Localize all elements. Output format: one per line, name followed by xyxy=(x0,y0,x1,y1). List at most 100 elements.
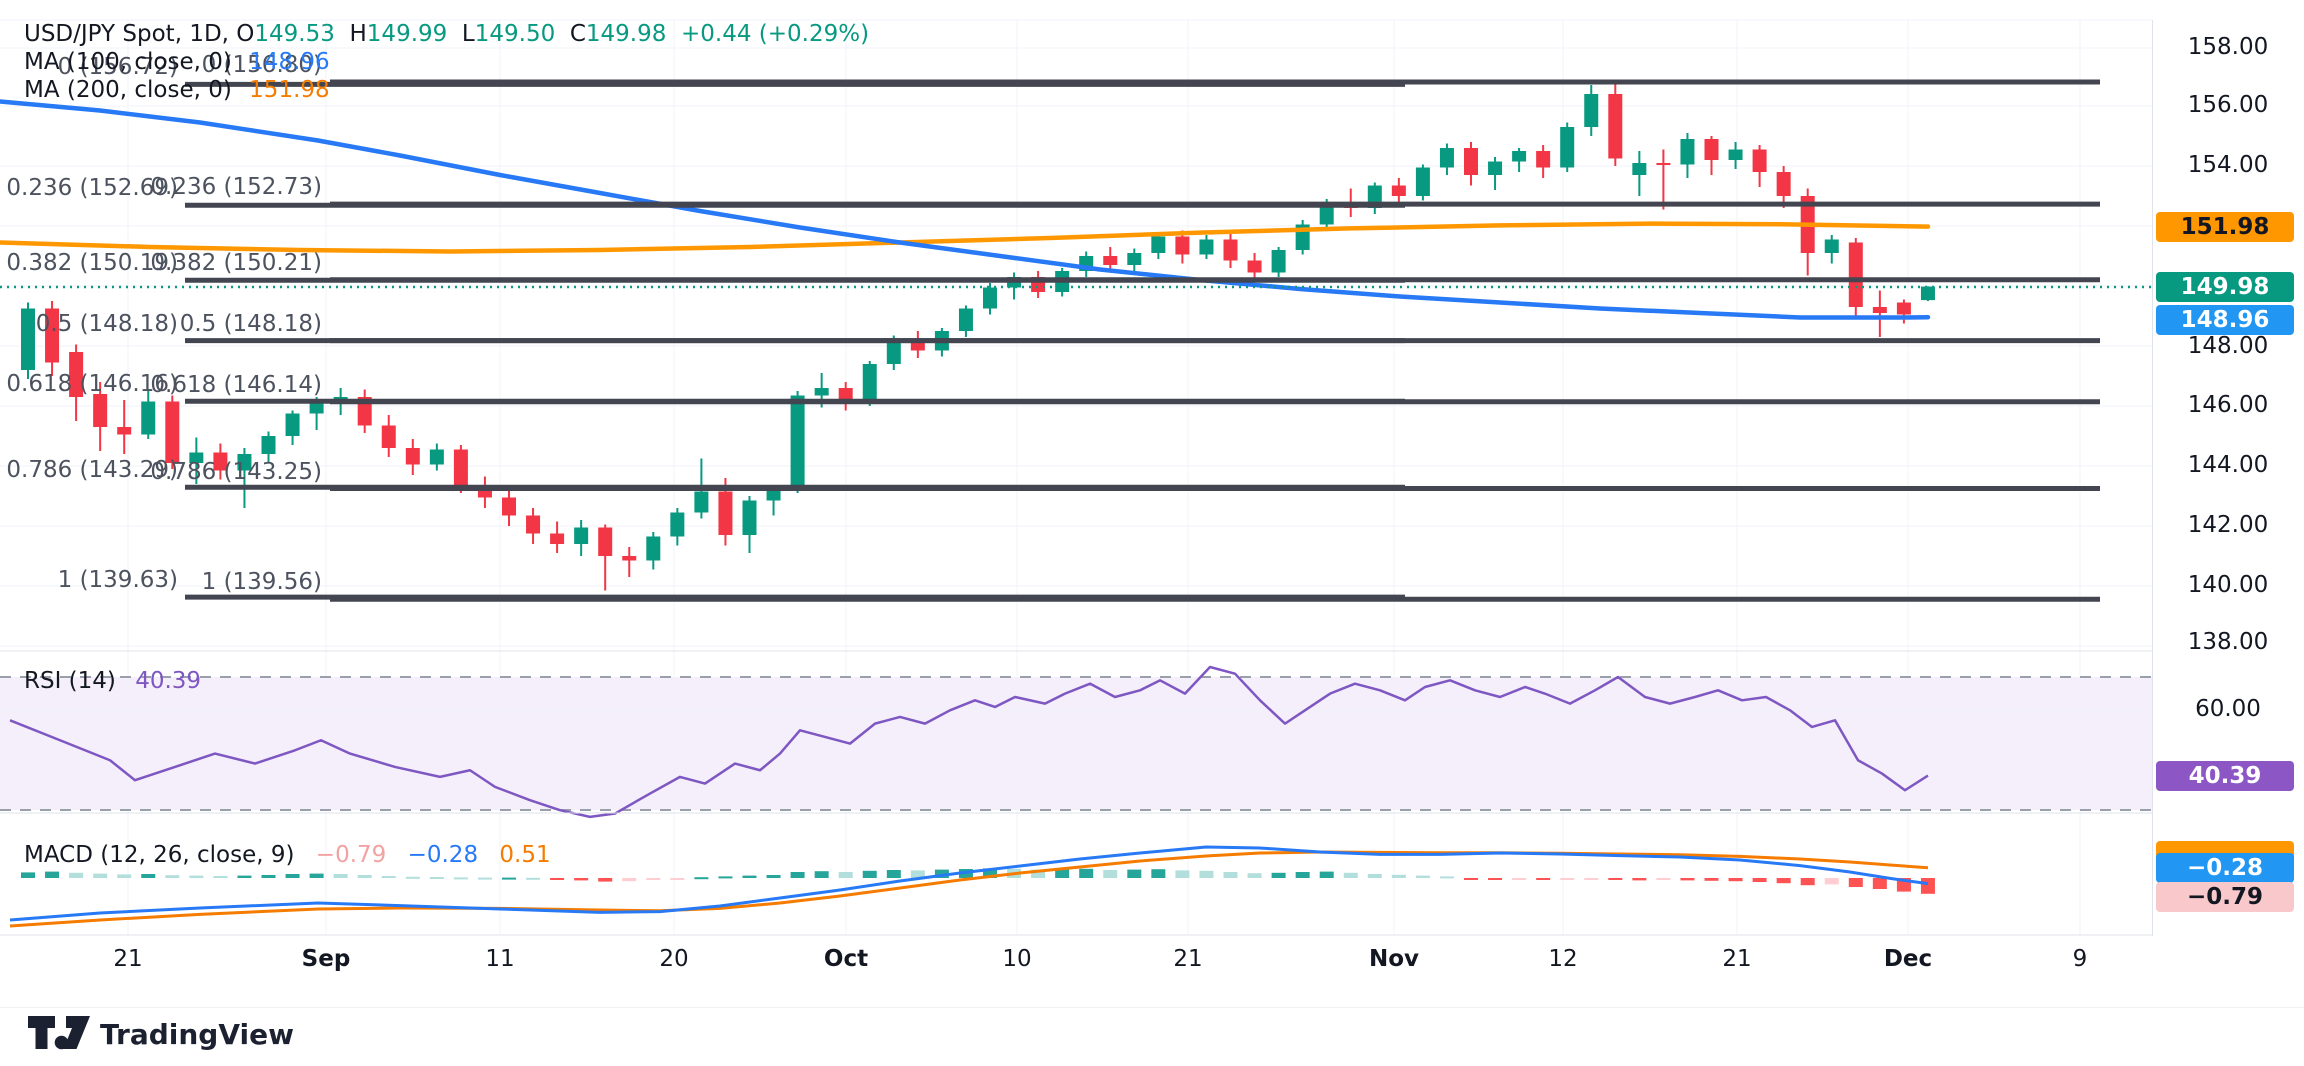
candle xyxy=(1319,203,1334,225)
price-axis-label: 158.00 xyxy=(2187,34,2269,60)
symbol-ohlc-span: 149.53 xyxy=(254,21,350,47)
fib-label: 0.5 (148.18) xyxy=(35,310,178,337)
symbol-ohlc-span: 149.50 xyxy=(474,21,570,47)
symbol-ohlc-span: C xyxy=(569,21,586,47)
fib-label: 0.236 (152.73) xyxy=(150,174,322,201)
candle xyxy=(1872,307,1887,313)
candle xyxy=(1247,260,1262,273)
candle xyxy=(1824,239,1839,253)
time-axis-label: Sep xyxy=(301,946,351,972)
fib-label: 0.5 (148.18) xyxy=(179,310,322,337)
fib-label: 0.618 (146.16) xyxy=(6,371,178,398)
fib-label: 0.786 (143.25) xyxy=(150,458,322,485)
candle xyxy=(958,308,973,331)
candle xyxy=(502,497,516,516)
candle xyxy=(550,533,565,544)
candle xyxy=(117,427,132,435)
macd-hist-value: −0.79 xyxy=(315,842,387,868)
ma200-value: 151.98 xyxy=(249,77,330,103)
symbol-ohlc-span: O xyxy=(236,21,255,47)
time-axis-label: 11 xyxy=(485,946,515,972)
symbol-ohlc-span: L xyxy=(461,21,475,47)
rsi-legend-row[interactable]: RSI (14) 40.39 xyxy=(24,668,201,694)
candle xyxy=(1584,94,1599,127)
price-axis-label: 146.00 xyxy=(2187,392,2269,418)
candle xyxy=(405,448,420,465)
candle xyxy=(598,527,613,556)
ma200-legend-row[interactable]: MA (200, close, 0) 151.98 xyxy=(24,77,330,103)
symbol-ohlc-span: H xyxy=(349,21,367,47)
tradingview-watermark[interactable]: TradingView xyxy=(28,1016,294,1052)
candle xyxy=(429,449,444,465)
candle xyxy=(453,449,468,487)
candle xyxy=(1151,236,1166,253)
ma100-value: 148.96 xyxy=(249,49,330,75)
candle xyxy=(1488,161,1503,175)
time-axis[interactable] xyxy=(0,936,2304,1007)
fib-label: 1 (139.63) xyxy=(57,567,178,594)
time-axis-label: 10 xyxy=(1002,946,1032,972)
candle xyxy=(1223,239,1238,261)
axis-badge: 148.96 xyxy=(2156,305,2294,335)
candle xyxy=(526,515,541,534)
candle xyxy=(1175,236,1190,255)
symbol-ohlc-span: 149.99 xyxy=(366,21,462,47)
fib-label: 0.236 (152.69) xyxy=(6,175,178,202)
symbol-ohlc-span: 149.98 xyxy=(585,21,682,47)
candle xyxy=(886,338,901,364)
time-axis-label: Oct xyxy=(823,946,869,972)
candle xyxy=(213,452,228,471)
time-axis-label: Nov xyxy=(1368,946,1420,972)
fib-label: 0.382 (150.21) xyxy=(150,249,322,276)
symbol-legend-row[interactable]: USD/JPY Spot, 1D, O149.53 H149.99 L149.5… xyxy=(24,21,869,47)
tradingview-watermark-text: TradingView xyxy=(100,1017,294,1051)
candle xyxy=(574,527,589,544)
price-axis-label: 144.00 xyxy=(2187,452,2269,478)
candle xyxy=(622,556,637,561)
macd-legend-row[interactable]: MACD (12, 26, close, 9) −0.79 −0.28 0.51 xyxy=(24,842,551,868)
fib-label: 0 (156.72) xyxy=(57,54,178,81)
fib-label: 1 (139.56) xyxy=(201,569,322,596)
time-axis-label: 21 xyxy=(1722,946,1752,972)
time-axis-label: 9 xyxy=(2072,946,2088,972)
candle xyxy=(646,536,661,561)
candle xyxy=(1103,256,1118,265)
candle xyxy=(766,490,781,501)
tradingview-logo-icon xyxy=(28,1016,90,1050)
ma200-label: MA (200, close, 0) xyxy=(24,77,232,103)
time-axis-label: 21 xyxy=(1173,946,1203,972)
candle xyxy=(862,364,877,403)
axis-badge: 149.98 xyxy=(2156,272,2294,302)
ma100-legend-row[interactable]: MA (100, close, 0) 148.96 xyxy=(24,49,330,75)
candle xyxy=(1608,94,1623,159)
axis-badge: −0.79 xyxy=(2156,882,2294,912)
candle xyxy=(1536,151,1551,168)
candle xyxy=(285,413,300,436)
candle xyxy=(261,436,276,454)
candle xyxy=(1848,242,1863,307)
time-axis-label: 20 xyxy=(659,946,689,972)
candle xyxy=(814,388,829,396)
price-axis-label: 154.00 xyxy=(2187,152,2269,178)
fib-label: 0.786 (143.29) xyxy=(6,457,178,484)
candle xyxy=(165,401,180,463)
candle xyxy=(670,512,685,537)
candle xyxy=(1415,167,1430,196)
candle xyxy=(983,287,997,309)
macd-signal-value: 0.51 xyxy=(499,842,551,868)
macd-label: MACD (12, 26, close, 9) xyxy=(24,842,295,868)
candle xyxy=(237,454,252,471)
fib-label: 0 (156.80) xyxy=(201,52,322,78)
candle xyxy=(742,500,757,535)
candle xyxy=(93,394,108,427)
symbol-ohlc-span: USD/JPY Spot, 1D, xyxy=(24,21,237,47)
axis-badge: 40.39 xyxy=(2156,761,2294,791)
rsi-axis-label: 60.00 xyxy=(2195,696,2261,722)
candle xyxy=(141,401,156,435)
candle xyxy=(1271,250,1286,273)
candle xyxy=(189,452,204,463)
fib-label: 0.382 (150.19) xyxy=(6,250,178,277)
candle xyxy=(1560,127,1575,168)
candle xyxy=(1391,185,1406,196)
